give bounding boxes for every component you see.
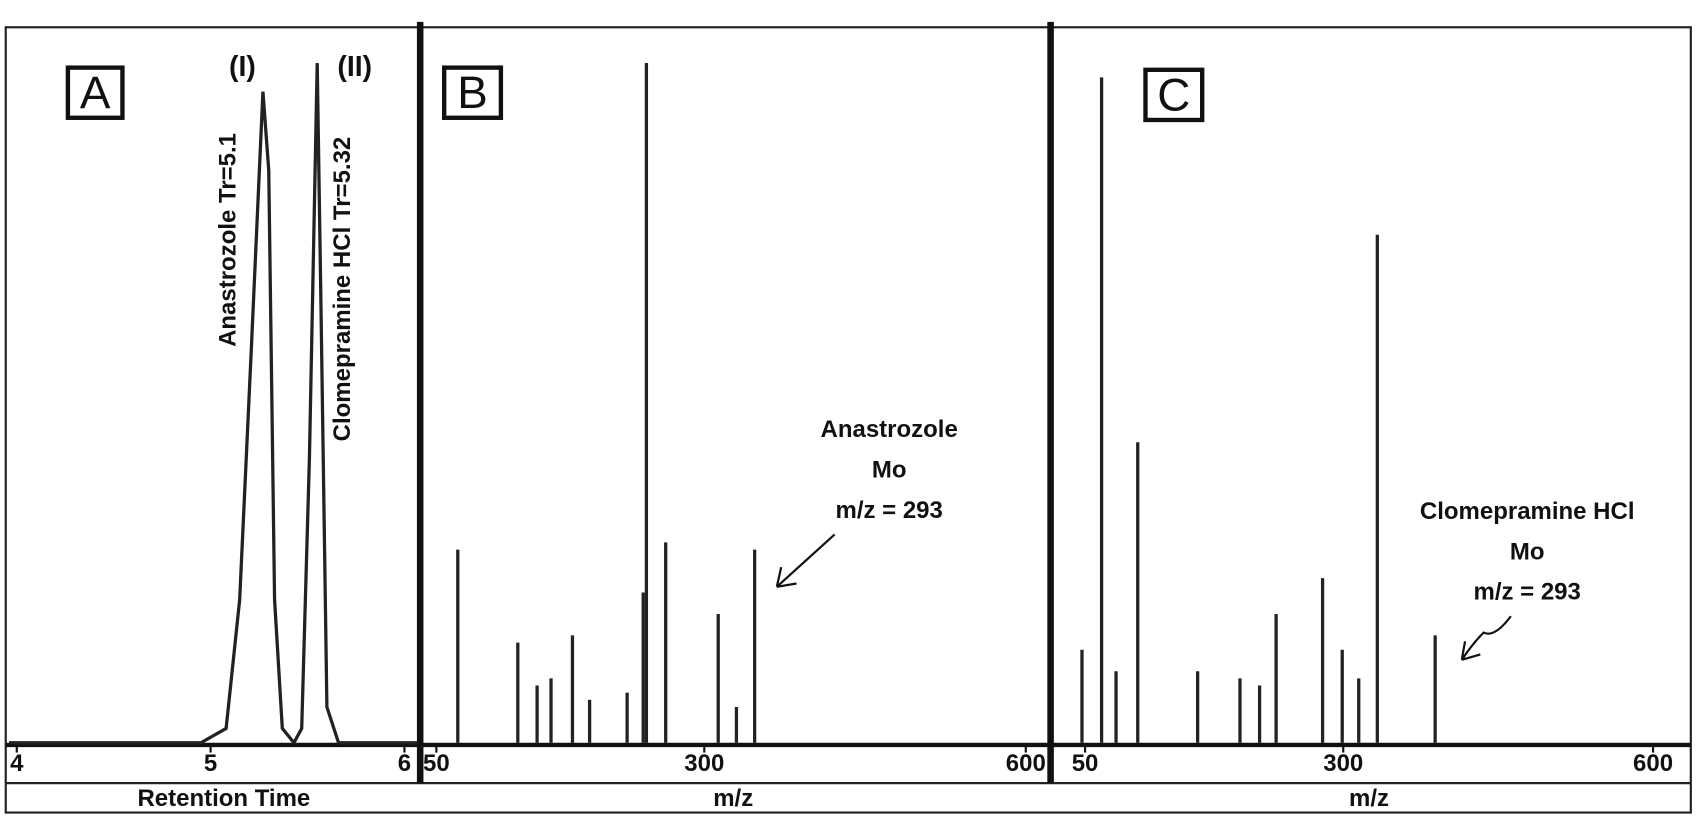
peak-label: (I) bbox=[229, 51, 256, 83]
frame bbox=[4, 26, 1692, 814]
x-tick-label: 5 bbox=[204, 750, 217, 777]
x-tick-label: 6 bbox=[398, 750, 411, 777]
arrow bbox=[775, 533, 836, 588]
annotation: Mo bbox=[872, 457, 907, 484]
x-tick-label: 300 bbox=[1323, 750, 1363, 777]
x-tick-label: 600 bbox=[1006, 750, 1046, 777]
x-axis-label: m/z bbox=[1349, 785, 1389, 812]
panel-label: A bbox=[80, 67, 111, 118]
annotation: m/z = 293 bbox=[836, 497, 943, 524]
x-axis-label: m/z bbox=[713, 785, 753, 812]
annotation: Clomepramine HCl bbox=[1420, 498, 1635, 525]
annotation: m/z = 293 bbox=[1474, 579, 1581, 606]
x-axis-label: Retention Time bbox=[137, 785, 310, 812]
chromatogram-line bbox=[9, 63, 419, 746]
label-box bbox=[442, 65, 504, 120]
x-tick-label: 4 bbox=[10, 750, 24, 777]
peak-label: (II) bbox=[337, 51, 372, 83]
panel-label: C bbox=[1157, 69, 1190, 120]
x-tick-label: 300 bbox=[684, 750, 724, 777]
label-box bbox=[65, 65, 125, 120]
arrow bbox=[1460, 615, 1512, 661]
annotation: Mo bbox=[1510, 538, 1545, 565]
x-tick-label: 50 bbox=[423, 750, 450, 777]
peak-name: Clomepramine HCl Tr=5.32 bbox=[329, 137, 356, 442]
x-tick-label: 50 bbox=[1072, 750, 1099, 777]
annotation: Anastrozole bbox=[821, 416, 958, 443]
peak-name: Anastrozole Tr=5.1 bbox=[215, 133, 242, 347]
label-box bbox=[1143, 67, 1205, 123]
panel-label: B bbox=[457, 67, 488, 118]
x-tick-label: 600 bbox=[1633, 750, 1673, 777]
